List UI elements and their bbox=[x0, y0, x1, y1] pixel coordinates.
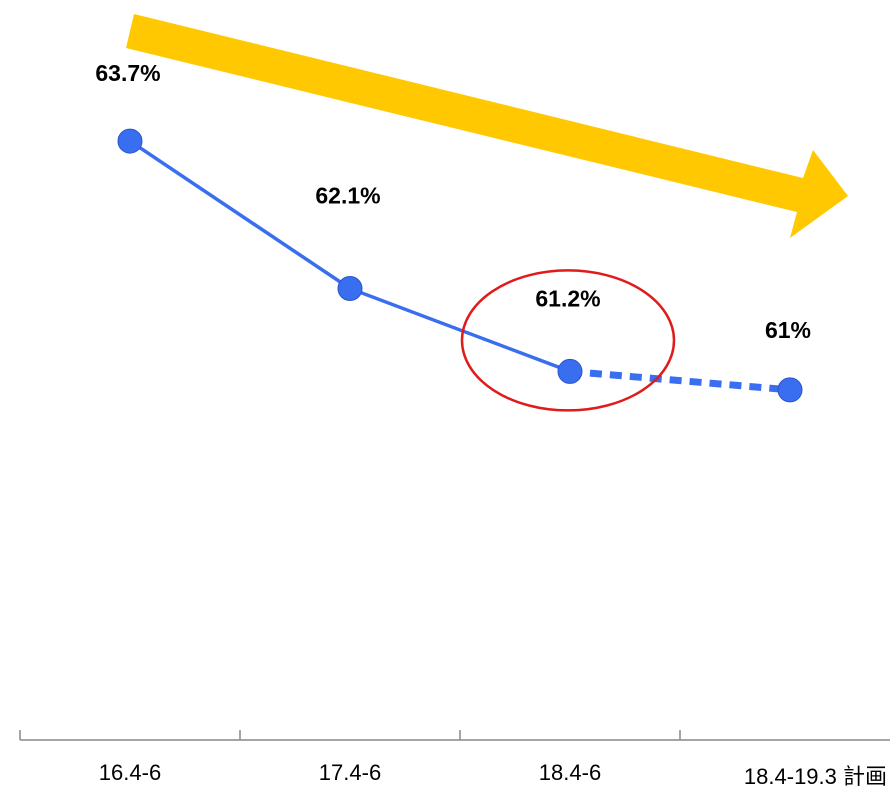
data-label: 61% bbox=[765, 317, 811, 343]
data-point bbox=[337, 276, 363, 301]
series-segment bbox=[129, 139, 351, 290]
data-point bbox=[117, 128, 143, 154]
x-tick-label: 18.4-19.3 計画 bbox=[744, 764, 887, 789]
data-label: 63.7% bbox=[95, 60, 160, 86]
x-tick-label: 16.4-6 bbox=[99, 760, 161, 785]
trend-arrow bbox=[126, 14, 848, 238]
highlight-circle bbox=[460, 269, 676, 412]
data-label: 62.1% bbox=[315, 183, 380, 209]
series-segment bbox=[349, 286, 571, 374]
data-point bbox=[777, 377, 803, 403]
x-tick-label: 18.4-6 bbox=[539, 760, 601, 785]
x-tick-label: 17.4-6 bbox=[319, 760, 381, 785]
x-axis bbox=[19, 730, 890, 741]
series-lines bbox=[129, 139, 791, 394]
data-point bbox=[557, 358, 583, 384]
data-label: 61.2% bbox=[535, 285, 600, 311]
data-labels: 63.7% 62.1% 61.2% 61% bbox=[95, 60, 811, 343]
series-points bbox=[117, 128, 803, 403]
series-segment-projected bbox=[569, 367, 791, 394]
x-tick-labels: 16.4-6 17.4-6 18.4-6 18.4-19.3 計画 bbox=[99, 760, 887, 789]
